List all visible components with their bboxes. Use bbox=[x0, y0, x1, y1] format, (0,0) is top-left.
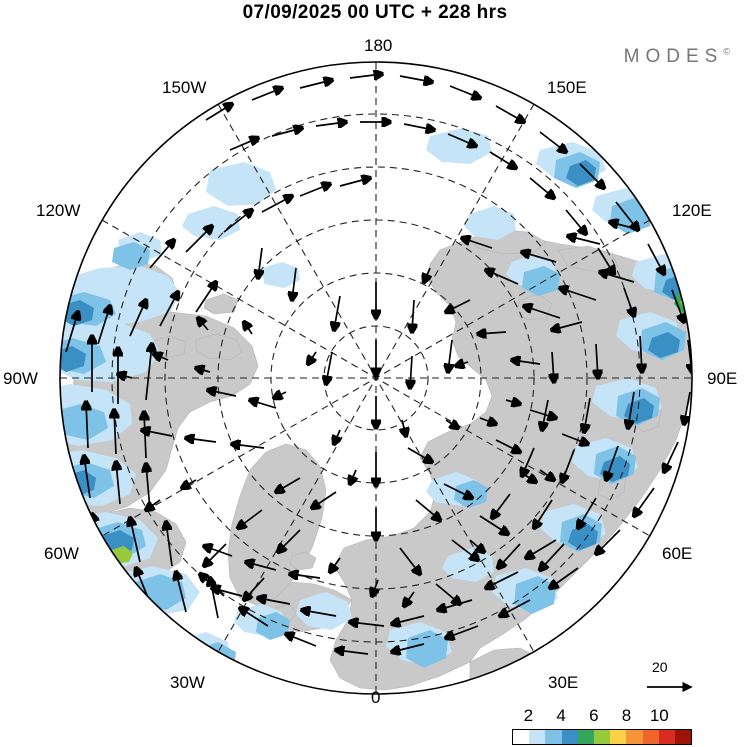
lon-label-0: 0 bbox=[371, 688, 381, 707]
wind-vectors bbox=[65, 74, 692, 654]
vector-key-label: 20 bbox=[652, 659, 668, 675]
colorbar-swatch-9 bbox=[658, 730, 675, 744]
colorbar-tick-4: 4 bbox=[556, 706, 566, 725]
lon-label-30e: 30E bbox=[548, 673, 579, 692]
page-title: 07/09/2025 00 UTC + 228 hrs bbox=[242, 2, 508, 23]
graticule bbox=[60, 62, 692, 694]
colorbar-swatch-4 bbox=[577, 730, 594, 744]
lon-label-120e: 120E bbox=[672, 201, 712, 220]
colorbar-swatch-2 bbox=[545, 730, 562, 744]
colorbar-swatch-6 bbox=[610, 730, 627, 744]
colorbar bbox=[512, 729, 692, 745]
colorbar-tick-6: 6 bbox=[589, 706, 599, 725]
modes-logo: MODES© bbox=[624, 46, 730, 68]
colorbar-swatch-0 bbox=[513, 730, 530, 744]
lon-label-120w: 120W bbox=[36, 201, 81, 220]
colorbar-tick-10: 10 bbox=[649, 706, 669, 725]
copyright-icon: © bbox=[723, 46, 730, 57]
colorbar-swatch-3 bbox=[561, 730, 578, 744]
lon-label-30w: 30W bbox=[170, 673, 205, 692]
lon-label-60e: 60E bbox=[662, 544, 693, 563]
colorbar-swatch-8 bbox=[642, 730, 659, 744]
colorbar-swatch-1 bbox=[529, 730, 546, 744]
colorbar-tick-2: 2 bbox=[523, 706, 534, 725]
lon-label-150e: 150E bbox=[547, 78, 587, 97]
colorbar-swatch-10 bbox=[674, 730, 692, 744]
lon-label-60w: 60W bbox=[44, 544, 79, 563]
vector-key-arrow bbox=[647, 681, 693, 693]
lon-label-150w: 150W bbox=[162, 78, 207, 97]
lon-label-90e: 90E bbox=[707, 369, 738, 388]
map-content bbox=[60, 62, 692, 694]
lon-label-180: 180 bbox=[364, 36, 393, 55]
lon-label-90w: 90W bbox=[3, 369, 38, 388]
map-boundary bbox=[59, 61, 693, 695]
colorbar-swatch-5 bbox=[593, 730, 611, 744]
vector-key: 20 bbox=[645, 659, 725, 699]
modes-logo-text: MODES bbox=[623, 46, 724, 67]
colorbar-ticks: 2 4 6 8 10 bbox=[512, 706, 692, 728]
colorbar-swatch-7 bbox=[626, 730, 643, 744]
colorbar-tick-8: 8 bbox=[621, 706, 632, 725]
